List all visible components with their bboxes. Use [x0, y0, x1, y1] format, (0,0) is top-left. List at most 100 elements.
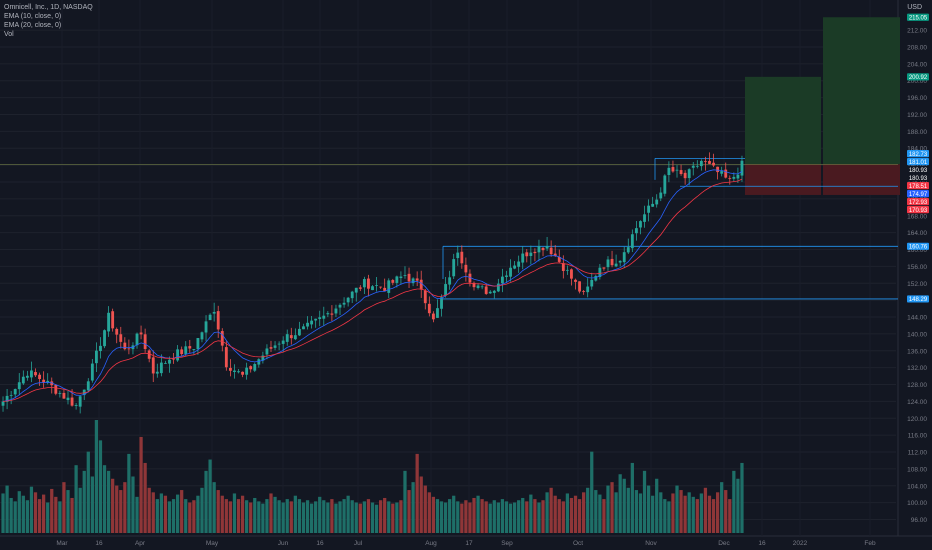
x-tick-label: 16	[95, 540, 103, 547]
candle-body	[220, 331, 224, 346]
candle-body	[257, 359, 261, 365]
candle-body	[431, 313, 435, 320]
volume-bar	[253, 497, 257, 533]
chart-legend: Omnicell, Inc., 1D, NASDAQ EMA (10, clos…	[4, 3, 93, 39]
volume-bar	[565, 493, 570, 533]
price-marker-label: 160.76	[909, 245, 928, 251]
candle-body	[602, 267, 606, 269]
candle-body	[346, 297, 350, 303]
y-tick-label: 116.00	[908, 433, 928, 440]
candle-body	[115, 328, 119, 335]
candle-body	[50, 381, 54, 386]
volume-bar	[496, 502, 500, 533]
candle-body	[127, 348, 131, 350]
candle-body	[423, 290, 427, 304]
volume-bar	[634, 490, 639, 533]
candle-body	[545, 246, 549, 249]
price-marker: 180.93	[907, 174, 929, 182]
volume-bar	[192, 500, 196, 533]
candle-body	[610, 258, 614, 266]
candle-body	[362, 279, 366, 288]
candle-body	[565, 269, 569, 271]
time-axis[interactable]: Mar 16 Apr May Jun 16 Jul Aug 17 Sep Oct Nov Dec 16 20…	[56, 540, 876, 547]
volume-bar	[545, 492, 549, 533]
candle-body	[456, 252, 460, 259]
volume-bar	[147, 487, 151, 533]
candle-body	[306, 322, 309, 327]
volume-bar	[626, 487, 630, 533]
ema-lines	[2, 169, 743, 402]
volume-bar	[330, 499, 334, 533]
candle-body	[233, 370, 236, 373]
x-tick-label: Dec	[718, 540, 730, 547]
price-marker-box	[907, 158, 929, 166]
candle-body	[249, 366, 253, 370]
price-marker-label: 180.93	[909, 176, 928, 182]
volume-label[interactable]: Vol	[4, 31, 14, 38]
candle-body	[200, 332, 204, 340]
y-tick-label: 164.00	[907, 230, 927, 237]
candle-body	[663, 175, 667, 194]
volume-bar	[480, 499, 484, 533]
volume-bar	[378, 500, 383, 533]
volume-bar	[452, 495, 456, 533]
candle-body	[399, 276, 403, 279]
candle-body	[334, 308, 338, 314]
price-marker-label: 182.73	[909, 152, 928, 158]
candle-body	[460, 251, 464, 264]
volume-bar	[151, 492, 155, 533]
candle-body	[383, 287, 387, 292]
volume-bar	[679, 490, 683, 533]
ema20-label[interactable]: EMA (20, close, 0)	[4, 22, 62, 29]
candle-body	[13, 389, 17, 395]
price-marker: 182.73	[907, 150, 929, 158]
price-marker: 160.76	[907, 242, 929, 251]
volume-bar	[512, 502, 517, 533]
volume-bar	[476, 495, 480, 533]
volume-bar	[196, 495, 200, 533]
candle-body	[273, 345, 277, 348]
candle-body	[253, 364, 257, 371]
candle-body	[570, 269, 573, 279]
candle-body	[379, 286, 383, 288]
candle-body	[732, 176, 736, 179]
y-tick-label: 204.00	[907, 61, 927, 68]
volume-bar	[342, 499, 346, 533]
volume-bar	[123, 482, 127, 533]
volume-bar	[561, 501, 565, 533]
candle-body	[480, 286, 484, 288]
candle-body	[228, 367, 232, 371]
candle-body	[155, 371, 159, 374]
candle-body	[42, 379, 46, 383]
candle-body	[338, 304, 342, 308]
volume-bar	[736, 478, 740, 533]
candle-body	[216, 311, 220, 330]
candle-body	[590, 279, 594, 287]
candle-body	[578, 281, 581, 292]
x-tick-label: 17	[465, 540, 473, 547]
volume-bar	[590, 451, 594, 533]
candle-body	[172, 358, 175, 360]
candle-body	[647, 205, 651, 213]
volume-bar	[435, 499, 440, 533]
volume-bar	[212, 482, 216, 533]
volume-bar	[362, 501, 367, 533]
volume-bar	[500, 499, 505, 533]
y-tick-label: 208.00	[907, 44, 927, 51]
ema10-label[interactable]: EMA (10, close, 0)	[4, 13, 62, 20]
price-marker-box	[907, 13, 929, 21]
candle-body	[164, 363, 167, 364]
volume-bar	[683, 495, 687, 533]
volume-bar	[468, 502, 472, 533]
volume-bar	[29, 486, 34, 533]
volume-bar	[484, 501, 488, 533]
candle-body	[176, 349, 180, 361]
candle-body	[322, 315, 326, 319]
volume-bar	[281, 502, 285, 533]
candle-body	[90, 363, 94, 381]
volume-bar	[273, 496, 277, 533]
candle-body	[691, 165, 695, 168]
candle-body	[9, 395, 13, 396]
volume-bar	[423, 485, 427, 533]
